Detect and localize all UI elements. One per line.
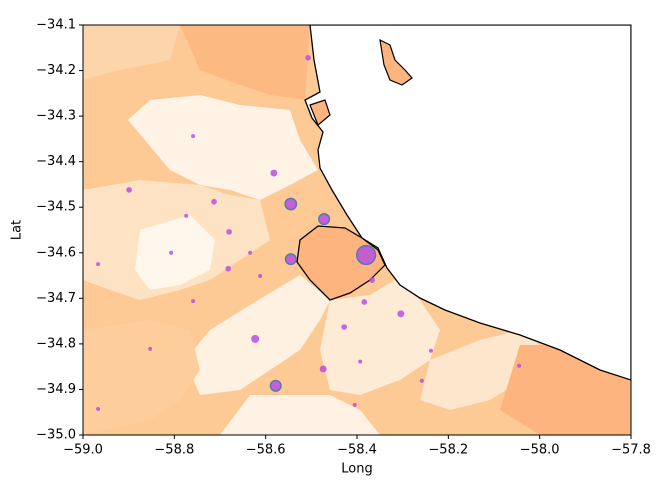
point <box>191 299 196 304</box>
point <box>352 402 357 407</box>
water <box>304 25 631 381</box>
region <box>420 330 540 410</box>
x-tick-label: −58.4 <box>337 443 377 458</box>
y-tick-label: −34.4 <box>36 154 76 169</box>
point <box>517 363 522 368</box>
point <box>225 265 232 272</box>
y-tick-label: −35.0 <box>36 428 76 443</box>
y-tick-label: −34.2 <box>36 63 76 78</box>
x-axis-label: Long <box>341 462 372 477</box>
point <box>270 169 278 177</box>
point <box>251 334 260 343</box>
point <box>226 228 232 235</box>
point <box>96 407 101 412</box>
point <box>419 378 424 383</box>
point <box>341 324 348 330</box>
point <box>169 250 174 255</box>
point <box>397 310 405 318</box>
y-tick-label: −34.1 <box>36 18 76 33</box>
point <box>96 262 101 267</box>
point <box>284 253 297 266</box>
point <box>248 250 253 255</box>
point <box>305 54 311 61</box>
x-tick-label: −58.0 <box>520 443 560 458</box>
x-tick-label: −59.0 <box>63 443 103 458</box>
x-tick-label: −58.2 <box>428 443 468 458</box>
point <box>319 365 327 373</box>
y-tick-label: −34.9 <box>36 382 76 397</box>
point <box>148 346 153 351</box>
map-regions <box>83 25 631 435</box>
point <box>211 198 217 205</box>
point <box>358 359 363 364</box>
y-tick-label: −34.5 <box>36 200 76 215</box>
point <box>428 348 433 353</box>
island <box>309 99 331 126</box>
capital-district <box>296 225 386 301</box>
region <box>320 280 440 395</box>
region <box>500 345 631 435</box>
point <box>258 274 263 279</box>
region <box>185 275 330 395</box>
x-tick-label: −58.6 <box>246 443 286 458</box>
y-tick-label: −34.6 <box>36 245 76 260</box>
point <box>356 244 377 266</box>
point <box>318 213 331 226</box>
point <box>269 379 282 392</box>
region <box>83 320 200 435</box>
x-tick-label: −58.8 <box>154 443 194 458</box>
point <box>284 197 298 211</box>
x-tick-label: −57.8 <box>611 443 651 458</box>
point <box>361 299 368 305</box>
region <box>180 25 310 100</box>
island <box>379 38 413 86</box>
y-tick-label: −34.7 <box>36 291 76 306</box>
y-tick-label: −34.3 <box>36 109 76 124</box>
region <box>83 25 180 80</box>
point <box>126 187 132 193</box>
y-tick-label: −34.8 <box>36 336 76 351</box>
point <box>184 213 189 218</box>
point <box>191 134 196 139</box>
region <box>220 395 380 435</box>
y-axis-label: Lat <box>10 220 25 240</box>
region <box>135 215 215 290</box>
point <box>369 277 375 283</box>
